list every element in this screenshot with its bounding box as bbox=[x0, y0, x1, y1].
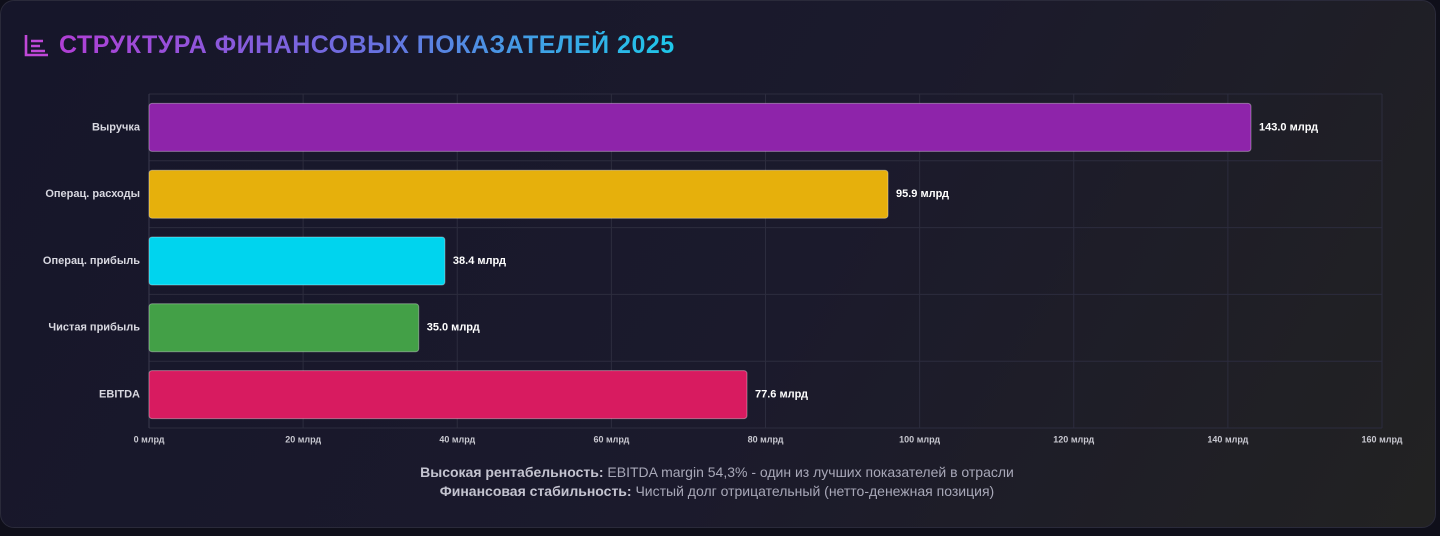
x-tick-label: 40 млрд bbox=[439, 434, 475, 444]
x-tick-label: 120 млрд bbox=[1053, 434, 1094, 444]
x-tick-label: 60 млрд bbox=[593, 434, 629, 444]
y-tick-label: Чистая прибыль bbox=[48, 322, 140, 334]
title-row: СТРУКТУРА ФИНАНСОВЫХ ПОКАЗАТЕЛЕЙ 2025 bbox=[23, 29, 675, 61]
note-label: Высокая рентабельность: bbox=[420, 464, 604, 480]
value-label: 77.6 млрд bbox=[755, 389, 808, 401]
note-text: EBITDA margin 54,3% - один из лучших пок… bbox=[607, 464, 1014, 480]
note: Высокая рентабельность: EBITDA margin 54… bbox=[1, 463, 1433, 482]
y-tick-label: Операц. прибыль bbox=[43, 255, 140, 267]
y-tick-label: Выручка bbox=[92, 121, 141, 133]
x-tick-label: 140 млрд bbox=[1207, 434, 1248, 444]
value-label: 95.9 млрд bbox=[896, 188, 949, 200]
chart: 0 млрд 20 млрд 40 млрд 60 млрд 80 млрд 100 мл… bbox=[43, 93, 1403, 444]
bar bbox=[148, 236, 446, 286]
value-label: 38.4 млрд bbox=[453, 255, 506, 267]
value-label: 143.0 млрд bbox=[1259, 121, 1318, 133]
bar bbox=[148, 102, 1252, 152]
x-tick-label: 20 млрд bbox=[285, 434, 321, 444]
bar bbox=[148, 303, 420, 353]
x-tick-label: 100 млрд bbox=[899, 434, 940, 444]
note: Финансовая стабильность: Чистый долг отр… bbox=[1, 482, 1433, 501]
title-icon bbox=[24, 35, 48, 57]
chart-title: СТРУКТУРА ФИНАНСОВЫХ ПОКАЗАТЕЛЕЙ 2025 bbox=[59, 30, 675, 59]
x-tick-label: 160 млрд bbox=[1362, 434, 1403, 444]
value-label: 35.0 млрд bbox=[427, 322, 480, 334]
y-tick-label: EBITDA bbox=[99, 389, 140, 401]
bar bbox=[148, 370, 748, 420]
notes: Высокая рентабельность: EBITDA margin 54… bbox=[1, 463, 1433, 501]
note-text: Чистый долг отрицательный (нетто-денежна… bbox=[635, 483, 995, 499]
note-label: Финансовая стабильность: bbox=[439, 483, 632, 499]
x-tick-label: 0 млрд bbox=[134, 434, 165, 444]
y-tick-label: Операц. расходы bbox=[45, 188, 140, 200]
x-tick-label: 80 млрд bbox=[748, 434, 784, 444]
bar bbox=[148, 169, 889, 219]
